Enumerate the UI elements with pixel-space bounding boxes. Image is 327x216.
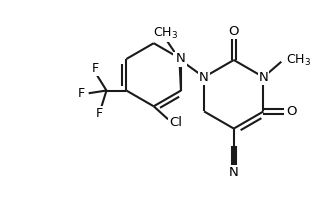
Text: N: N xyxy=(259,71,268,84)
Text: F: F xyxy=(78,87,85,100)
Text: CH$_3$: CH$_3$ xyxy=(286,52,311,68)
Text: N: N xyxy=(199,71,209,84)
Text: N: N xyxy=(229,166,239,179)
Text: CH$_3$: CH$_3$ xyxy=(153,26,178,41)
Text: O: O xyxy=(286,105,297,118)
Text: Cl: Cl xyxy=(169,116,182,129)
Text: F: F xyxy=(96,107,103,120)
Text: N: N xyxy=(175,53,184,66)
Text: N: N xyxy=(176,52,186,65)
Text: O: O xyxy=(229,25,239,38)
Text: F: F xyxy=(92,62,99,75)
